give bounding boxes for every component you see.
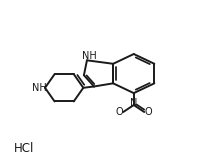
Text: HCl: HCl (14, 142, 34, 155)
Text: O: O (144, 107, 152, 117)
Text: O: O (115, 107, 122, 117)
Text: NH: NH (32, 83, 47, 93)
Text: N: N (129, 98, 137, 108)
Text: NH: NH (81, 51, 96, 61)
